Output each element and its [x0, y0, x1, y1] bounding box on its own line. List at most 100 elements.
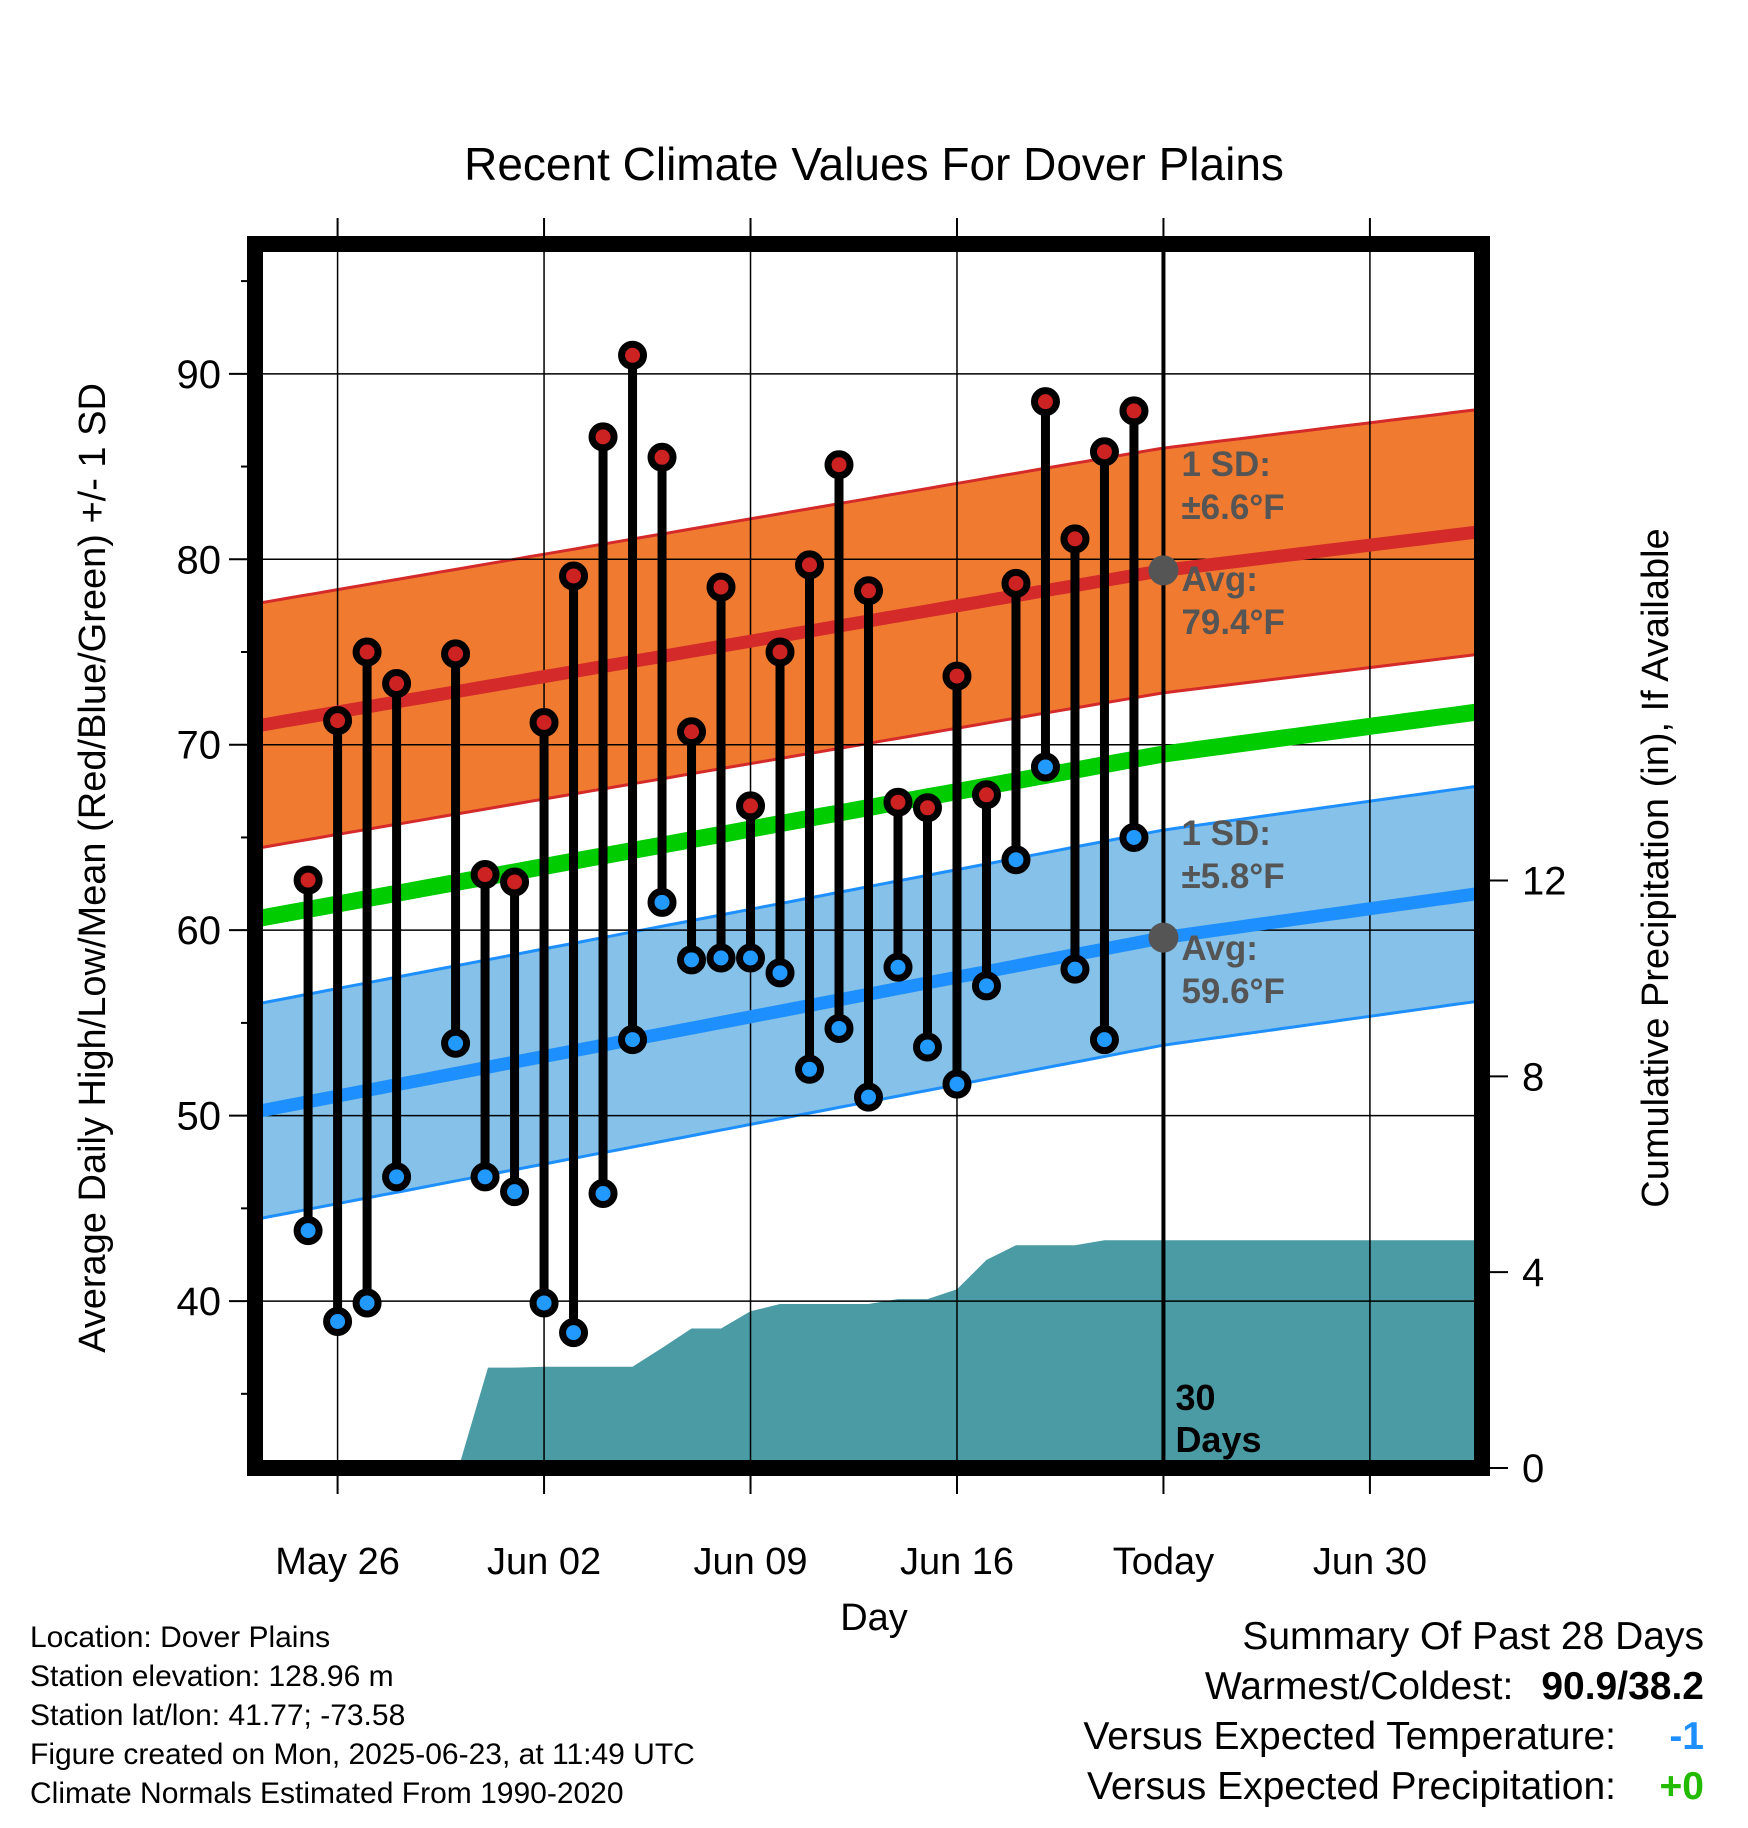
low-temp-point [1001, 845, 1031, 875]
low-temp-point [293, 1216, 323, 1246]
low-temp-point [677, 945, 707, 975]
x-tick-label: Jun 16 [900, 1541, 1014, 1583]
low-temp-point [382, 1162, 412, 1192]
low-temp-point [706, 943, 736, 973]
summary-panel: Summary Of Past 28 Days Warmest/Coldest:… [1083, 1612, 1704, 1812]
high-temp-point [736, 791, 766, 821]
high-temp-point [1119, 396, 1149, 426]
high-annotation-sd-value: ±6.6°F [1181, 488, 1284, 527]
summary-title: Summary Of Past 28 Days [1242, 1615, 1704, 1658]
low-temp-point [1030, 752, 1060, 782]
y2-tick-label: 0 [1522, 1447, 1544, 1491]
high-temp-point [765, 637, 795, 667]
y-tick-label: 40 [177, 1280, 222, 1324]
high-temp-point [323, 706, 353, 736]
avg-low-dot [1148, 922, 1179, 953]
high-temp-point [677, 717, 707, 747]
low-temp-point [795, 1054, 825, 1084]
temp-label: Versus Expected Temperature: [1083, 1715, 1616, 1758]
low-temp-point [854, 1082, 883, 1112]
y-axis-label: Average Daily High/Low/Mean (Red/Blue/Gr… [72, 383, 114, 1353]
y-tick-label: 70 [177, 724, 222, 768]
warmest-value: 90.9/38.2 [1541, 1665, 1704, 1708]
high-temp-point [1089, 437, 1119, 467]
high-upper-edge [255, 407, 1482, 606]
high-temp-point [559, 561, 589, 591]
x-axis-label: Day [840, 1597, 908, 1639]
today-days-number: 30 [1175, 1377, 1215, 1418]
low-temp-point [824, 1013, 854, 1043]
precip-value: +0 [1659, 1765, 1704, 1808]
avg-high-dot [1148, 555, 1179, 586]
high-temp-point [618, 340, 648, 370]
low-temp-point [765, 958, 795, 988]
high-temp-point [854, 576, 883, 606]
low-annotation-sd-label: 1 SD: [1181, 814, 1270, 853]
high-temp-point [706, 572, 736, 602]
summary-precip-row: Versus Expected Precipitation: +0 [1083, 1762, 1704, 1812]
low-annotation-avg-value: 59.6°F [1181, 972, 1285, 1011]
low-temp-point [588, 1179, 618, 1209]
y-tick-label: 50 [177, 1095, 222, 1139]
today-days-word: Days [1175, 1419, 1261, 1460]
high-temp-point [382, 669, 412, 699]
high-temp-point [647, 442, 677, 472]
y2-axis-label: Cumulative Precipitation (in), If Availa… [1635, 528, 1677, 1207]
high-temp-point [1001, 568, 1031, 598]
high-temp-point [529, 707, 559, 737]
low-temp-point [883, 952, 913, 982]
high-annotation-avg-value: 79.4°F [1181, 603, 1285, 642]
low-temp-point [1119, 822, 1149, 852]
low-annotation-avg-label: Avg: [1181, 929, 1257, 968]
y-tick-label: 80 [177, 538, 222, 582]
chart-title: Recent Climate Values For Dover Plains [464, 138, 1284, 190]
location-text: Location: Dover Plains [30, 1621, 331, 1654]
low-temp-point [971, 971, 1001, 1001]
high-temp-point [795, 550, 825, 580]
summary-warmest-row: Warmest/Coldest: 90.9/38.2 [1083, 1662, 1704, 1712]
high-temp-point [824, 450, 854, 480]
precipitation-area [458, 1240, 1482, 1468]
high-temp-point [912, 793, 942, 823]
low-temp-point [470, 1162, 500, 1192]
high-temp-point [293, 865, 323, 895]
warmest-label: Warmest/Coldest: [1204, 1665, 1514, 1708]
y-tick-label: 90 [177, 353, 222, 397]
x-tick-label: Jun 02 [487, 1541, 601, 1583]
created-text: Figure created on Mon, 2025-06-23, at 11… [30, 1738, 695, 1771]
plot-frame [247, 236, 1490, 1476]
high-temp-point [1060, 524, 1090, 554]
station-info: Location: Dover Plains Station elevation… [30, 1618, 695, 1813]
low-temp-point [736, 943, 766, 973]
high-temp-point [883, 787, 913, 817]
high-annotation-sd-label: 1 SD: [1181, 445, 1270, 484]
y2-tick-label: 4 [1522, 1251, 1544, 1295]
low-temp-point [559, 1318, 589, 1348]
low-temp-point [323, 1306, 353, 1336]
low-temp-point [912, 1032, 942, 1062]
high-temp-point [352, 637, 382, 667]
high-temp-point [500, 867, 530, 897]
x-tick-label: Today [1113, 1541, 1214, 1583]
x-tick-label: Jun 30 [1313, 1541, 1427, 1583]
low-temp-point [441, 1028, 471, 1058]
high-temp-point [1030, 387, 1060, 417]
precip-label: Versus Expected Precipitation: [1087, 1765, 1616, 1808]
low-annotation-sd-value: ±5.8°F [1181, 857, 1284, 896]
low-temp-point [500, 1177, 530, 1207]
y-tick-label: 60 [177, 909, 222, 953]
low-temp-point [942, 1069, 972, 1099]
low-temp-point [618, 1025, 648, 1055]
summary-temp-row: Versus Expected Temperature: -1 [1083, 1712, 1704, 1762]
normals-text: Climate Normals Estimated From 1990-2020 [30, 1777, 624, 1810]
low-temp-point [1089, 1025, 1119, 1055]
high-annotation-avg-label: Avg: [1181, 560, 1257, 599]
low-temp-point [1060, 954, 1090, 984]
y2-tick-label: 8 [1522, 1055, 1544, 1099]
elevation-text: Station elevation: 128.96 m [30, 1660, 394, 1693]
low-temp-point [529, 1288, 559, 1318]
y2-tick-label: 12 [1522, 859, 1567, 903]
